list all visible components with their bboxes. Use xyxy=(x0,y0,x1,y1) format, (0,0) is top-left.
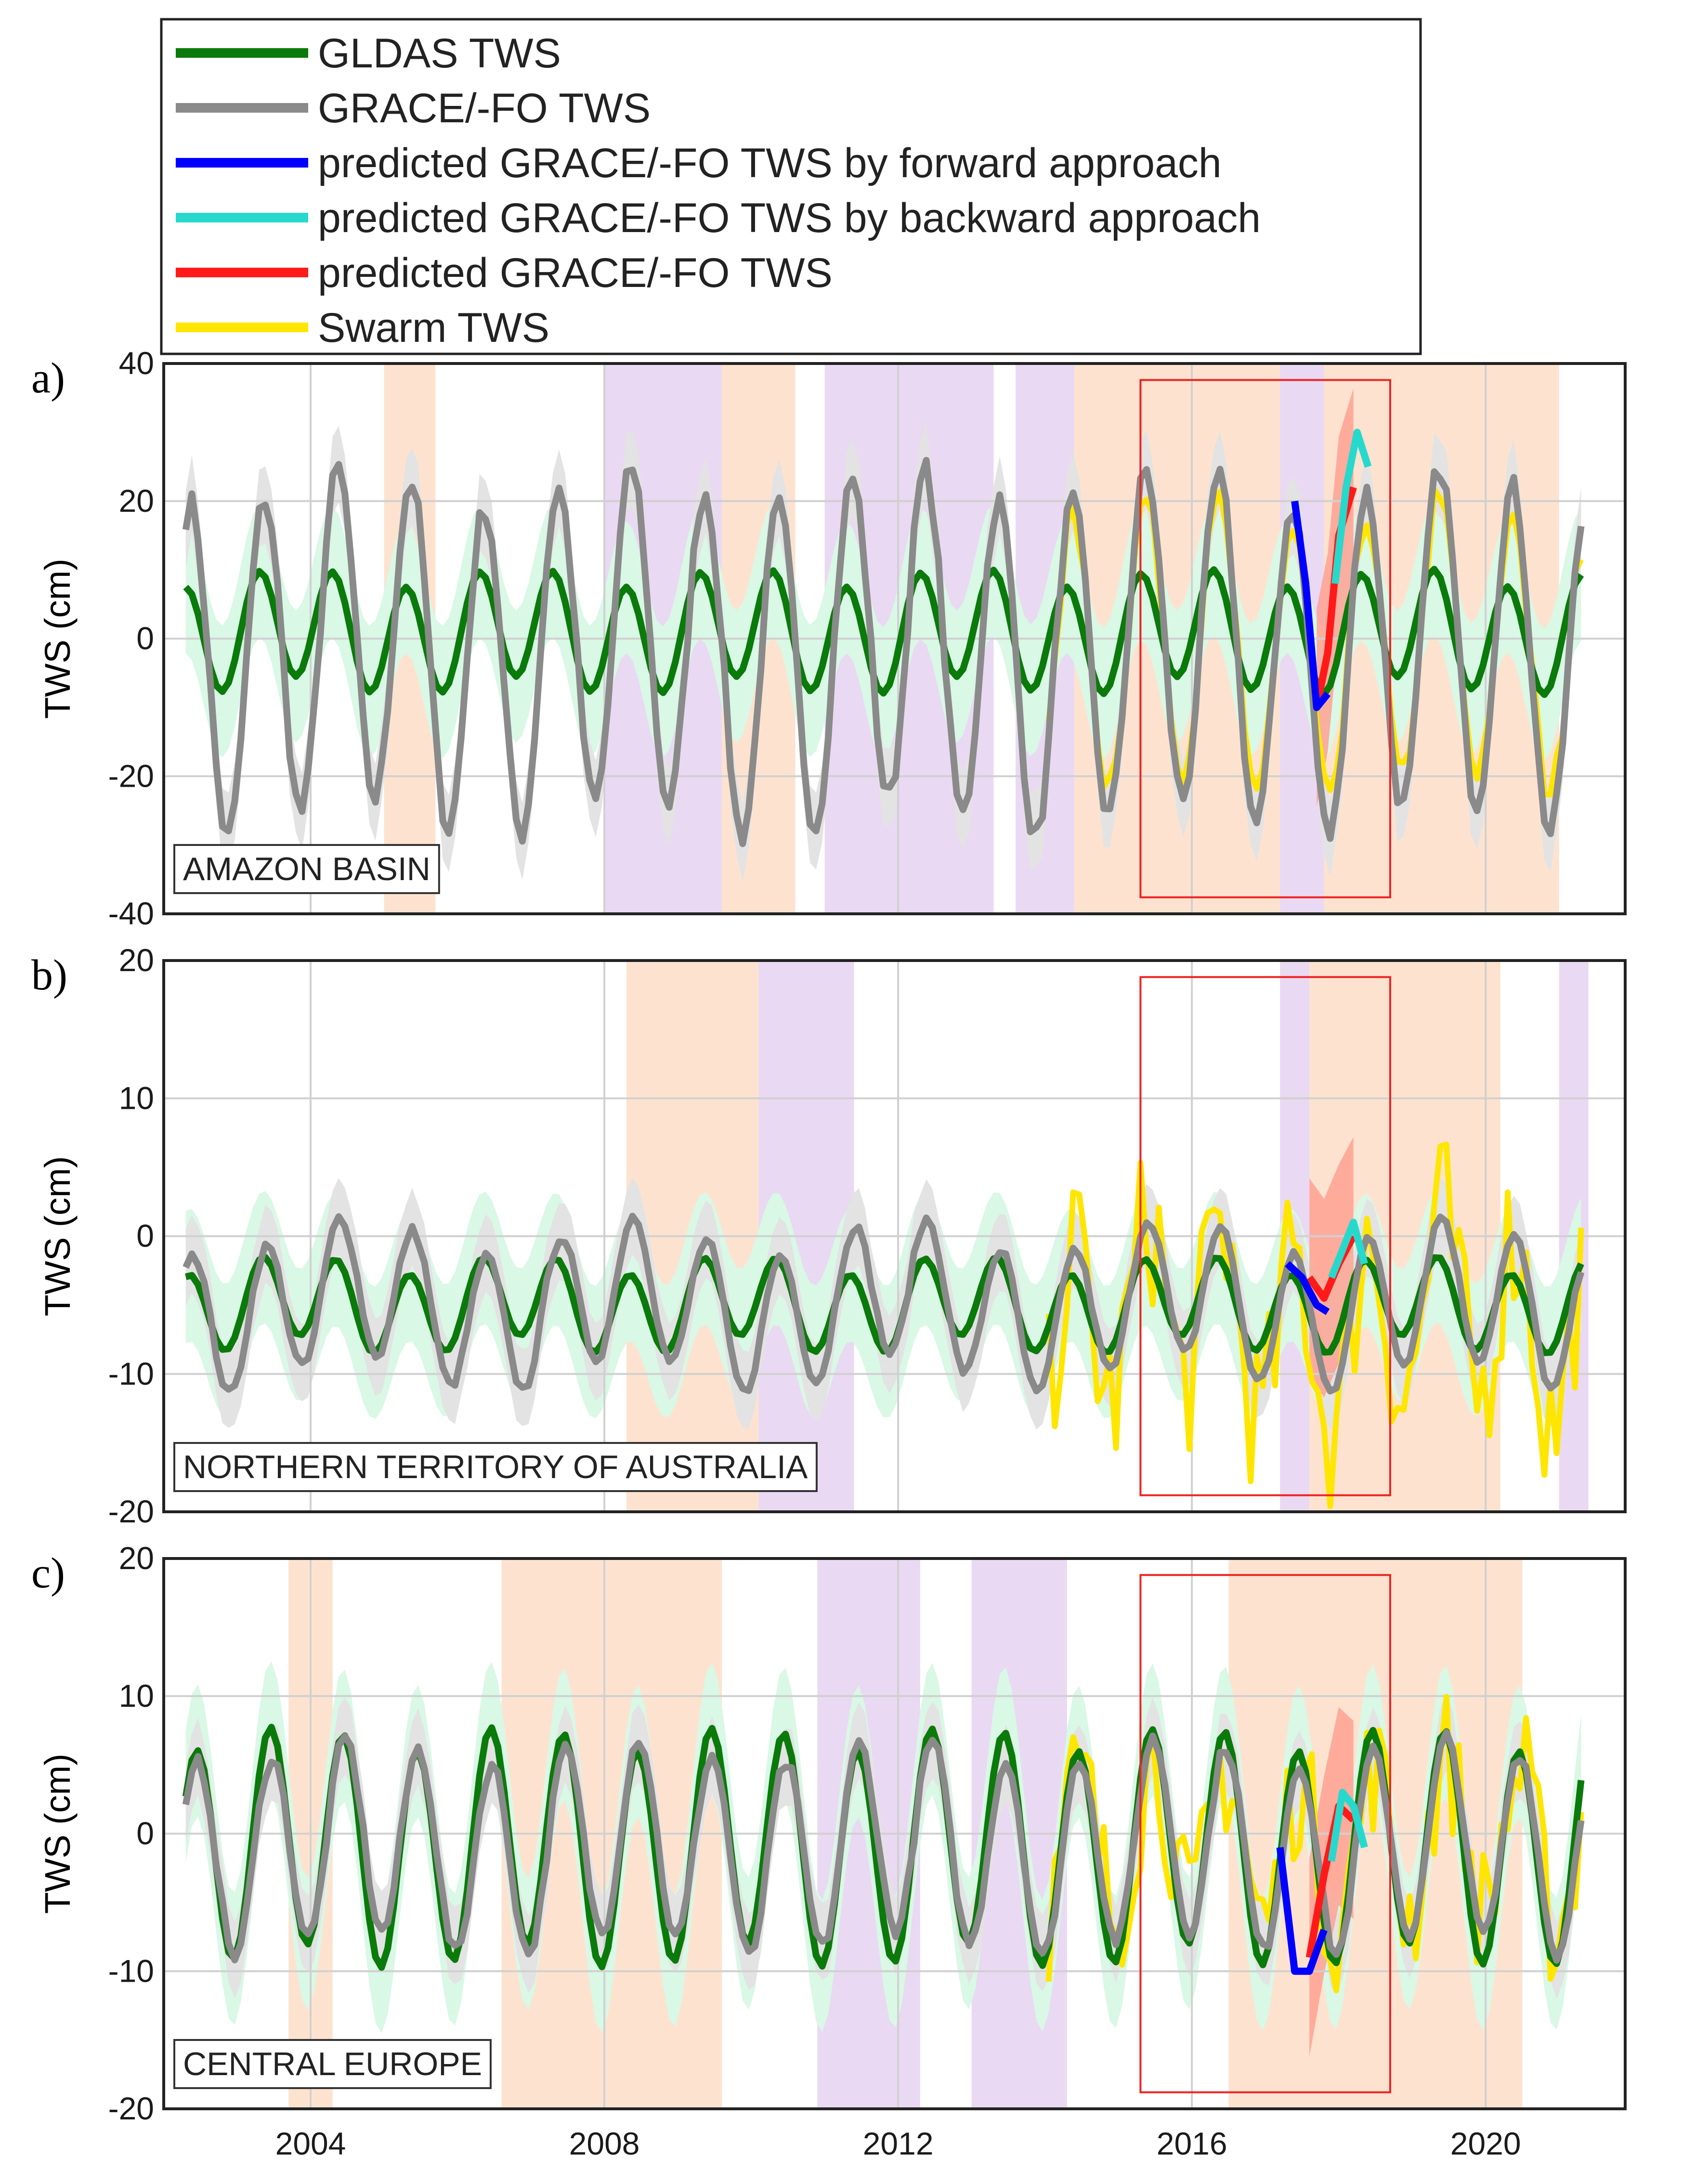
plot-area-1 xyxy=(164,961,1625,1512)
legend-label-0: GLDAS TWS xyxy=(318,30,561,77)
gldas-line-1 xyxy=(185,1254,1584,1356)
legend-label-5: Swarm TWS xyxy=(318,305,549,351)
panel-label-2: c) xyxy=(31,1549,65,1597)
region-label-0: AMAZON BASIN xyxy=(183,851,430,887)
panel-2: -20 -10 0 10 20 2004 2008 2012 2016 2020 TWS (cm) c… xyxy=(31,1540,1627,2161)
gldas-line-0 xyxy=(183,566,1584,698)
axes-frame-1 xyxy=(162,959,1627,1513)
ylabel-0: TWS (cm) xyxy=(38,558,78,719)
forward-line-2 xyxy=(1276,1847,1328,1975)
ytick-1-1: -10 xyxy=(108,1356,154,1391)
ytick-0-4: 40 xyxy=(119,345,154,381)
xtick-1: 2008 xyxy=(569,2126,640,2161)
grace-line-0 xyxy=(182,456,1585,847)
ytick-2-3: 10 xyxy=(119,1678,154,1714)
panels: -40 -20 0 20 40 TWS (cm) a) AMAZON BASIN -20 -10 0… xyxy=(31,345,1627,2161)
panel-label-1: b) xyxy=(31,951,67,999)
region-label-1: NORTHERN TERRITORY OF AUSTRALIA xyxy=(183,1449,808,1485)
xtick-3: 2016 xyxy=(1157,2126,1227,2161)
ytick-2-0: -20 xyxy=(108,2091,154,2126)
plot-area-0 xyxy=(164,364,1625,914)
ytick-2-1: -10 xyxy=(108,1953,154,1988)
axes-frame-2 xyxy=(162,1557,1627,2110)
backward-line-1 xyxy=(1328,1219,1368,1279)
ytick-1-3: 10 xyxy=(119,1080,154,1116)
xtick-2: 2012 xyxy=(863,2126,934,2161)
ytick-0-2: 0 xyxy=(136,621,154,656)
legend-frame xyxy=(160,18,1422,355)
ytick-1-2: 0 xyxy=(136,1218,154,1254)
highlight-box-0 xyxy=(1139,379,1391,898)
legend-label-2: predicted GRACE/-FO TWS by forward appro… xyxy=(318,140,1222,186)
axes-frame-0 xyxy=(162,362,1627,915)
legend-label-3: predicted GRACE/-FO TWS by backward appr… xyxy=(318,195,1261,241)
ytick-0-3: 20 xyxy=(119,483,154,519)
region-box-1 xyxy=(173,1442,818,1492)
ytick-0-1: -20 xyxy=(108,758,154,793)
region-label-2: CENTRAL EUROPE xyxy=(183,2046,482,2082)
highlight-box-1 xyxy=(1139,976,1391,1496)
legend: GLDAS TWS GRACE/-FO TWS predicted GRACE/-F… xyxy=(160,18,1422,355)
panel-0: -40 -20 0 20 40 TWS (cm) a) AMAZON BASIN xyxy=(31,345,1627,931)
plot-area-2 xyxy=(164,1559,1625,2109)
ytick-1-4: 20 xyxy=(119,942,154,978)
legend-entries: GLDAS TWS GRACE/-FO TWS predicted GRACE/-F… xyxy=(176,30,1261,351)
panel-1: -20 -10 0 10 20 TWS (cm) b) NORTHERN TERRITORY … xyxy=(31,942,1627,1529)
backward-line-2 xyxy=(1328,1789,1368,1862)
grace-line-2 xyxy=(182,1728,1585,1964)
forward-line-1 xyxy=(1285,1261,1330,1315)
ytick-2-2: 0 xyxy=(136,1816,154,1851)
xtick-4: 2020 xyxy=(1450,2126,1521,2161)
ytick-2-4: 20 xyxy=(119,1540,154,1576)
xtick-0: 2004 xyxy=(275,2126,346,2161)
legend-label-1: GRACE/-FO TWS xyxy=(318,85,651,131)
region-box-0 xyxy=(173,844,440,894)
swarm-line-1 xyxy=(1045,1142,1584,1509)
region-box-2 xyxy=(173,2039,492,2089)
forward-line-0 xyxy=(1291,500,1331,711)
panel-label-0: a) xyxy=(31,354,65,402)
legend-label-4: predicted GRACE/-FO TWS xyxy=(318,250,833,296)
ytick-0-0: -40 xyxy=(108,896,154,931)
ylabel-1: TWS (cm) xyxy=(38,1156,78,1316)
grace-line-1 xyxy=(183,1212,1585,1395)
ylabel-2: TWS (cm) xyxy=(38,1753,78,1914)
highlight-box-2 xyxy=(1139,1574,1391,2093)
backward-line-0 xyxy=(1331,429,1372,584)
ytick-1-0: -20 xyxy=(108,1494,154,1529)
